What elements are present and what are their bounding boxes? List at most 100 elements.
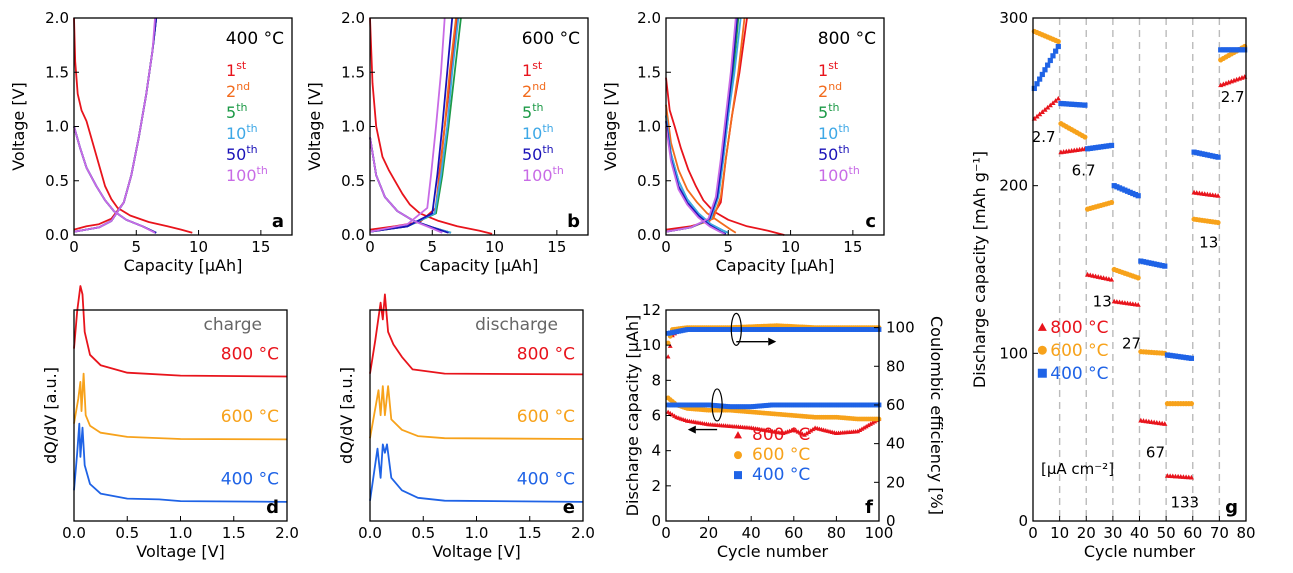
y2-tick-label: 100	[886, 319, 915, 337]
capacity-point-400 °C	[1204, 152, 1210, 158]
capacity-point-400 °C	[1071, 101, 1077, 108]
annotation-discharge: discharge	[475, 315, 558, 335]
capacity-point-400 °C	[1090, 145, 1096, 151]
efficiency-group-ellipse	[730, 312, 742, 346]
series-label-800 °C: 800 °C	[221, 344, 279, 364]
y2-axis-label: Coulombic efficiency [%]	[927, 316, 946, 515]
y-tick-label: 0	[651, 512, 661, 530]
rate-label: 133	[1170, 494, 1199, 512]
legend-cycle-number: 10	[818, 124, 838, 143]
rate-label: 2.7	[1221, 88, 1245, 106]
series-label-600 °C: 600 °C	[221, 407, 279, 427]
x-axis-label: Voltage [V]	[136, 542, 225, 561]
capacity-point-400 °C	[1234, 47, 1240, 53]
legend-cycle-number: 100	[818, 166, 849, 185]
y-tick-label: 100	[999, 344, 1028, 362]
legend-cycle-suffix: th	[246, 122, 257, 135]
capacity-point-400 °C	[1037, 76, 1043, 82]
capacity-point-400 °C	[1183, 355, 1189, 361]
capacity-point-400 °C	[1055, 43, 1061, 50]
capacity-point-400 °C	[1154, 261, 1160, 268]
capacity-point-800 °C	[868, 421, 873, 426]
capacity-point-400 °C	[1135, 193, 1141, 199]
capacity-point-400 °C	[1231, 47, 1237, 53]
legend-cycle-suffix: th	[838, 143, 849, 156]
capacity-point-800 °C	[859, 426, 865, 431]
efficiency-point-600 °C	[665, 340, 671, 346]
legend-label-600 °C: 600 °C	[1050, 341, 1108, 361]
y-tick-label: 8	[651, 371, 661, 389]
legend-cycle-suffix: th	[553, 164, 564, 177]
rate-label: 27	[1122, 334, 1141, 352]
legend-cycle-number: 1	[818, 61, 828, 80]
capacity-group-ellipse	[711, 388, 723, 422]
x-tick-label: 20	[1077, 524, 1096, 542]
y-tick-label: 10	[642, 336, 661, 354]
capacity-point-400 °C	[1220, 47, 1226, 53]
dqdv-curve-600 °C	[369, 385, 584, 440]
legend-marker-600 °C	[734, 451, 742, 460]
capacity-point-400 °C	[1087, 145, 1093, 152]
capacity-point-400 °C	[1116, 185, 1123, 191]
x-axis-label: Voltage [V]	[432, 542, 521, 561]
capacity-point-800 °C	[1042, 107, 1048, 112]
x-tick-label: 5	[724, 238, 734, 256]
capacity-point-400 °C	[1053, 48, 1059, 54]
discharge-curve-2nd	[665, 104, 737, 234]
x-tick-label: 5	[132, 238, 142, 256]
capacity-point-800 °C	[1135, 302, 1141, 307]
legend-cycle-number: 5	[522, 103, 532, 122]
capacity-point-800 °C	[870, 420, 876, 425]
capacity-point-800 °C	[1050, 100, 1056, 106]
capacity-point-800 °C	[861, 425, 867, 430]
x-tick-label: 15	[251, 238, 270, 256]
capacity-point-400 °C	[1050, 53, 1056, 59]
legend-cycle-suffix: st	[532, 59, 543, 72]
capacity-point-400 °C	[1202, 151, 1208, 157]
charge-curve-10th	[73, 17, 158, 233]
capacity-point-400 °C	[1138, 258, 1144, 264]
charge-curve-100th	[369, 17, 446, 233]
legend-cycle-suffix: nd	[532, 80, 546, 93]
y-tick-label: 2.0	[45, 9, 69, 27]
legend-marker-400 °C	[734, 471, 742, 480]
legend-cycle-suffix: th	[542, 122, 553, 135]
legend-cycle-suffix: nd	[236, 80, 250, 93]
dqdv-curve-800 °C	[73, 285, 288, 378]
capacity-point-400 °C	[1111, 183, 1117, 189]
capacity-point-400 °C	[1159, 262, 1165, 269]
legend-cycle-suffix: st	[236, 59, 247, 72]
y-tick-label: 300	[999, 9, 1028, 27]
panel-label: e	[563, 497, 575, 518]
legend-cycle-1: 1st	[226, 59, 247, 80]
x-tick-label: 10	[781, 238, 800, 256]
y-axis-label: Voltage [V]	[601, 82, 620, 171]
capacity-point-400 °C	[1162, 263, 1168, 269]
capacity-point-400 °C	[1172, 353, 1179, 359]
capacity-point-400 °C	[1098, 144, 1104, 150]
x-tick-label: 1.0	[169, 524, 193, 542]
y2-tick-label: 80	[886, 357, 905, 375]
legend-cycle-10: 10th	[522, 122, 554, 143]
capacity-point-400 °C	[1167, 352, 1173, 358]
x-tick-label: 60	[784, 524, 803, 542]
legend-cycle-number: 2	[226, 82, 236, 101]
capacity-point-800 °C	[1188, 474, 1195, 480]
capacity-point-400 °C	[1106, 143, 1112, 149]
charge-curve-50th	[73, 17, 158, 233]
x-tick-label: 50	[1157, 524, 1176, 542]
capacity-point-800 °C	[857, 427, 863, 433]
capacity-point-800 °C	[1108, 276, 1115, 282]
capacity-point-800 °C	[1047, 102, 1053, 108]
capacity-point-400 °C	[1180, 354, 1187, 360]
charge-curve-1st	[73, 17, 158, 231]
y-tick-label: 0.0	[341, 226, 365, 244]
temperature-title: 800 °C	[818, 29, 876, 49]
rate-unit-label: [μA cm⁻²]	[1041, 460, 1114, 478]
capacity-point-400 °C	[1095, 144, 1101, 150]
rate-label: 2.7	[1032, 128, 1056, 146]
capacity-point-800 °C	[1045, 104, 1051, 110]
legend-cycle-suffix: th	[838, 122, 849, 135]
capacity-point-400 °C	[1228, 47, 1234, 53]
